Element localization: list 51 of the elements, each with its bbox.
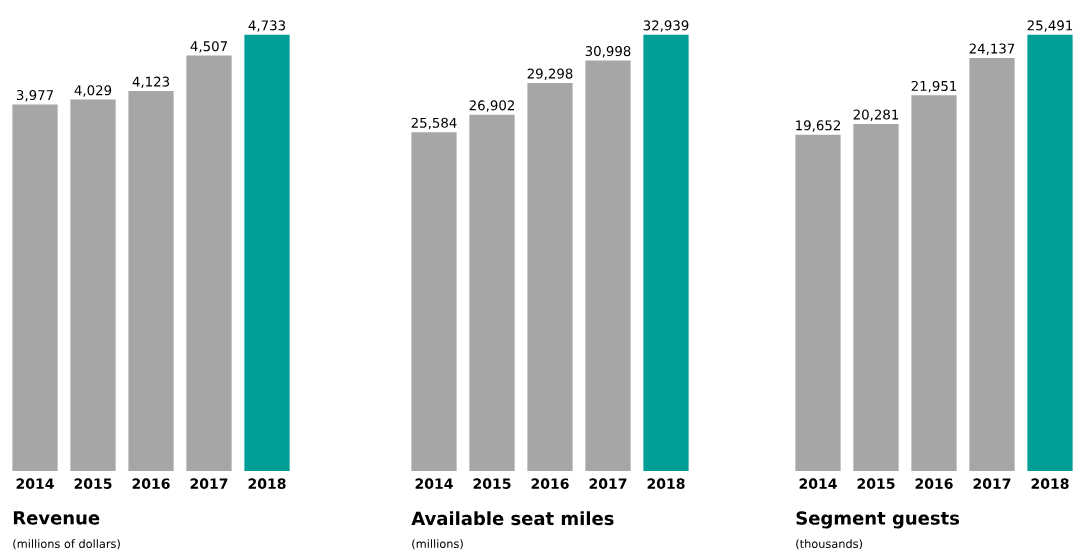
data-label: 25,491 xyxy=(1027,20,1073,32)
bar xyxy=(585,60,631,471)
text: (millions) xyxy=(412,539,463,550)
bar xyxy=(853,123,899,471)
data-label: 21,951 xyxy=(911,80,957,93)
x-tick-label: 2015 xyxy=(74,478,112,489)
bar xyxy=(911,95,957,471)
bar xyxy=(186,55,232,471)
bar xyxy=(244,34,290,471)
bar xyxy=(969,57,1015,471)
text: Segment guests xyxy=(796,511,960,529)
data-label: 24,137 xyxy=(969,43,1015,55)
bar xyxy=(643,34,689,471)
bar xyxy=(12,104,58,471)
data-label: 32,939 xyxy=(643,20,689,32)
x-tick-label: 2017 xyxy=(589,478,627,489)
x-tick-label: 2016 xyxy=(132,478,170,489)
data-label: 3,977 xyxy=(16,90,53,102)
bar xyxy=(128,90,174,471)
data-label: 26,902 xyxy=(469,100,514,112)
data-label: 20,281 xyxy=(853,109,899,121)
text: Available seat miles xyxy=(411,511,614,526)
text: (thousands) xyxy=(796,539,863,550)
text: (millions of dollars) xyxy=(13,539,120,550)
data-label: 19,652 xyxy=(796,120,840,132)
data-label: 29,298 xyxy=(527,68,573,81)
x-tick-label: 2018 xyxy=(1031,478,1069,489)
x-tick-label: 2015 xyxy=(473,478,511,489)
x-tick-label: 2014 xyxy=(16,478,54,489)
data-label: 4,123 xyxy=(132,76,170,89)
data-label: 4,507 xyxy=(190,41,227,53)
bar xyxy=(469,114,515,471)
data-label: 30,998 xyxy=(585,46,631,58)
bar xyxy=(411,132,457,471)
x-tick-label: 2015 xyxy=(857,478,895,489)
x-tick-label: 2014 xyxy=(799,478,837,489)
data-label: 25,584 xyxy=(411,117,457,130)
x-tick-label: 2016 xyxy=(915,478,953,489)
bar xyxy=(795,134,841,471)
x-tick-label: 2017 xyxy=(190,478,228,489)
text: Revenue xyxy=(13,511,100,525)
bar xyxy=(1027,34,1073,471)
x-tick-label: 2018 xyxy=(647,478,685,489)
x-tick-label: 2014 xyxy=(415,478,453,489)
x-tick-label: 2017 xyxy=(973,478,1011,489)
x-tick-label: 2016 xyxy=(531,478,569,489)
data-label: 4,733 xyxy=(248,20,286,32)
bar xyxy=(70,99,116,471)
x-tick-label: 2018 xyxy=(248,478,286,489)
data-label: 4,029 xyxy=(74,85,112,97)
bar xyxy=(527,82,573,471)
